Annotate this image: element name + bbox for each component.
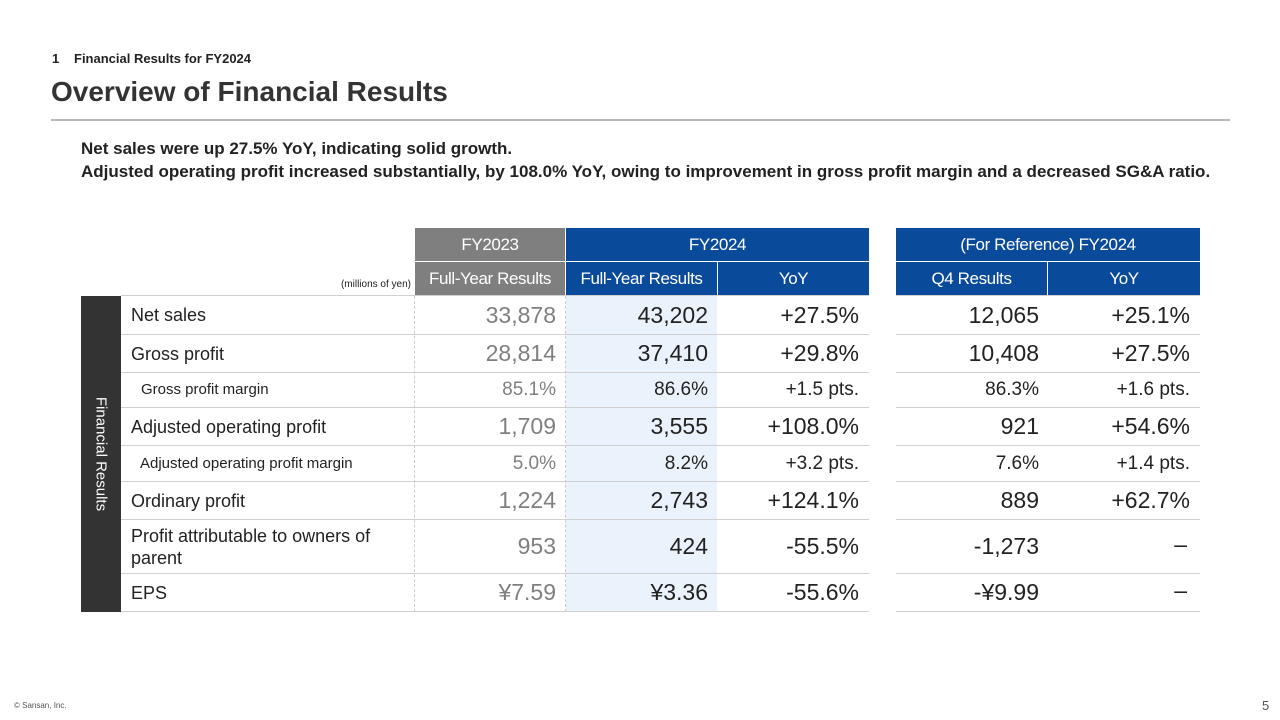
row-label: Gross profit margin bbox=[141, 381, 269, 398]
cell-yoy: +108.0% bbox=[767, 413, 859, 439]
col-fy2024-full-year: Full-Year Results bbox=[566, 262, 717, 295]
cell-yoy: +29.8% bbox=[780, 340, 859, 366]
row-divider bbox=[896, 573, 1200, 574]
column-separator bbox=[565, 296, 566, 612]
row-divider bbox=[121, 481, 869, 482]
row-label: Adjusted operating profit bbox=[131, 416, 327, 437]
summary-text: Net sales were up 27.5% YoY, indicating … bbox=[81, 137, 1211, 183]
fy2024-highlight bbox=[566, 296, 717, 612]
section-label: 1 Financial Results for FY2024 bbox=[52, 51, 251, 66]
cell-fy2024: 2,743 bbox=[650, 487, 708, 513]
cell-q4-yoy: +62.7% bbox=[1111, 487, 1190, 513]
cell-fy2024: 37,410 bbox=[637, 340, 708, 366]
side-label: Financial Results bbox=[92, 396, 110, 512]
cell-fy2023: 33,878 bbox=[485, 301, 556, 328]
summary-line-1: Net sales were up 27.5% YoY, indicating … bbox=[81, 139, 513, 158]
row-divider bbox=[121, 334, 869, 335]
header-reference-fy2024: (For Reference) FY2024 bbox=[896, 228, 1200, 261]
row-divider bbox=[121, 611, 869, 612]
summary-line-2: Adjusted operating profit increased subs… bbox=[81, 162, 1211, 181]
cell-yoy: -55.6% bbox=[786, 579, 859, 605]
page-number: 5 bbox=[1262, 698, 1270, 713]
row-divider bbox=[896, 407, 1200, 408]
cell-q4: 10,408 bbox=[968, 340, 1039, 366]
cell-q4-yoy: – bbox=[1174, 530, 1187, 557]
cell-fy2023: 85.1% bbox=[502, 379, 556, 400]
col-fy2024-yoy: YoY bbox=[718, 262, 869, 295]
cell-fy2024: ¥3.36 bbox=[650, 579, 708, 605]
row-divider bbox=[121, 407, 869, 408]
cell-yoy: +27.5% bbox=[780, 301, 859, 328]
row-label: Ordinary profit bbox=[131, 490, 246, 511]
cell-fy2023: ¥7.59 bbox=[498, 579, 556, 605]
cell-fy2023: 28,814 bbox=[485, 340, 556, 366]
header-fy2023: FY2023 bbox=[415, 228, 565, 261]
row-divider bbox=[121, 445, 869, 446]
cell-q4: 889 bbox=[1000, 487, 1039, 513]
cell-yoy: +124.1% bbox=[767, 487, 859, 513]
units-note: (millions of yen) bbox=[340, 279, 411, 290]
copyright-notice: © Sansan, Inc. bbox=[14, 701, 67, 710]
section-number: 1 bbox=[52, 51, 60, 66]
row-label: Gross profit bbox=[131, 343, 225, 364]
cell-fy2023: 953 bbox=[517, 533, 556, 559]
cell-q4-yoy: +1.4 pts. bbox=[1116, 452, 1190, 474]
cell-q4: -1,273 bbox=[973, 533, 1039, 559]
cell-q4-yoy: +27.5% bbox=[1111, 340, 1190, 366]
cell-q4: 86.3% bbox=[985, 379, 1039, 400]
page-title: Overview of Financial Results bbox=[51, 76, 448, 107]
column-separator bbox=[414, 296, 415, 612]
cell-yoy: +3.2 pts. bbox=[785, 452, 859, 474]
row-divider bbox=[896, 334, 1200, 335]
row-label: Adjusted operating profit margin bbox=[140, 454, 353, 472]
row-divider bbox=[896, 445, 1200, 446]
row-divider bbox=[896, 481, 1200, 482]
cell-q4-yoy: – bbox=[1174, 576, 1187, 603]
section-title: Financial Results for FY2024 bbox=[74, 51, 252, 66]
cell-q4-yoy: +1.6 pts. bbox=[1116, 379, 1190, 400]
row-divider bbox=[896, 295, 1200, 296]
cell-fy2023: 1,224 bbox=[498, 487, 556, 513]
row-divider bbox=[121, 295, 869, 296]
cell-q4: 7.6% bbox=[995, 452, 1039, 474]
cell-fy2024: 8.2% bbox=[664, 452, 708, 474]
row-divider bbox=[121, 519, 869, 520]
cell-fy2024: 424 bbox=[669, 533, 708, 559]
cell-q4: 921 bbox=[1000, 413, 1039, 439]
cell-q4-yoy: +25.1% bbox=[1111, 301, 1190, 328]
row-divider bbox=[896, 372, 1200, 373]
cell-q4: -¥9.99 bbox=[973, 579, 1039, 605]
cell-fy2024: 3,555 bbox=[650, 413, 708, 439]
cell-yoy: -55.5% bbox=[786, 533, 859, 559]
cell-fy2023: 5.0% bbox=[512, 452, 556, 474]
title-divider bbox=[51, 119, 1230, 121]
row-label: EPS bbox=[131, 582, 168, 603]
cell-q4-yoy: +54.6% bbox=[1111, 413, 1190, 439]
row-divider bbox=[896, 611, 1200, 612]
row-divider bbox=[121, 372, 869, 373]
side-label-bar: Financial Results bbox=[81, 296, 121, 612]
header-fy2024: FY2024 bbox=[566, 228, 869, 261]
row-label: Net sales bbox=[131, 305, 207, 325]
col-q4-yoy: YoY bbox=[1048, 262, 1200, 295]
col-fy2023-full-year: Full-Year Results bbox=[415, 262, 565, 295]
row-divider bbox=[121, 573, 869, 574]
col-q4-results: Q4 Results bbox=[896, 262, 1047, 295]
cell-fy2024: 86.6% bbox=[654, 379, 708, 400]
row-label: Profit attributable to owners of parent bbox=[131, 525, 371, 568]
cell-fy2024: 43,202 bbox=[637, 301, 708, 328]
cell-yoy: +1.5 pts. bbox=[785, 379, 859, 400]
cell-q4: 12,065 bbox=[968, 301, 1039, 328]
cell-fy2023: 1,709 bbox=[498, 413, 556, 439]
row-divider bbox=[896, 519, 1200, 520]
